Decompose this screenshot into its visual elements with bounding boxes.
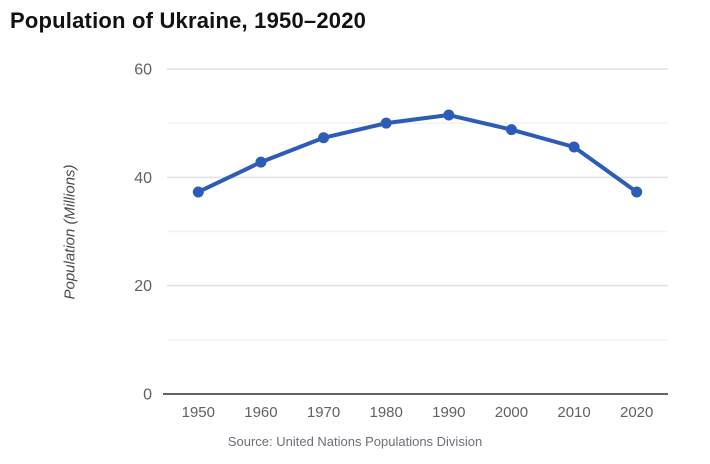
data-point-1990: [443, 109, 455, 121]
data-point-1960: [255, 156, 267, 168]
y-tick-label: 60: [134, 62, 152, 79]
x-tick-label: 2010: [557, 404, 590, 421]
x-tick-label: 1970: [307, 404, 340, 421]
population-series-line: [196, 113, 639, 194]
source-caption: Source: United Nations Populations Divis…: [227, 434, 483, 449]
data-point-1950: [192, 186, 204, 198]
y-tick-label: 40: [134, 170, 152, 187]
data-point-2010: [568, 141, 580, 153]
data-point-2000: [505, 124, 517, 136]
x-tick-label: 1960: [244, 404, 277, 421]
data-point-1970: [318, 132, 330, 144]
x-tick-label: 2020: [620, 404, 653, 421]
y-tick-label: 0: [143, 387, 152, 404]
y-tick-label: 20: [134, 278, 152, 295]
x-tick-label: 1980: [370, 404, 403, 421]
chart-title: Population of Ukraine, 1950–2020: [10, 8, 367, 33]
x-tick-label: 1950: [182, 404, 215, 421]
data-point-2020: [631, 186, 643, 198]
data-point-1980: [380, 117, 392, 129]
x-tick-label: 2000: [495, 404, 528, 421]
x-tick-label: 1990: [432, 404, 465, 421]
